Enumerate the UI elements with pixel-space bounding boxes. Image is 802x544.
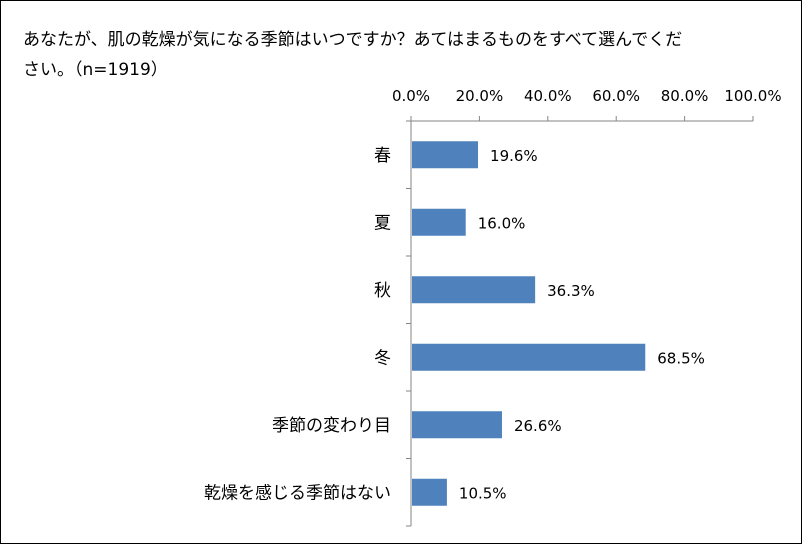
bar xyxy=(412,141,479,169)
label-layer: 0.0% 20.0% 40.0% 60.0% 80.0% 100.0% 春 19.6% 夏 16.… xyxy=(204,87,782,503)
bar xyxy=(412,343,646,371)
bar xyxy=(412,411,502,439)
category-label: 冬 xyxy=(374,348,391,368)
bar xyxy=(412,478,447,506)
bar xyxy=(412,208,466,236)
data-label: 68.5% xyxy=(657,349,705,367)
x-tick-label: 40.0% xyxy=(524,87,572,105)
category-label: 乾燥を感じる季節はない xyxy=(204,483,391,503)
chart-title: あなたが、肌の乾燥が気になる季節はいつですか？あてはまるものをすべて選んでくださ… xyxy=(23,30,683,80)
category-label: 季節の変わり目 xyxy=(272,416,391,436)
category-label: 夏 xyxy=(374,213,391,233)
category-label: 秋 xyxy=(374,281,391,301)
data-label: 19.6% xyxy=(490,147,538,165)
data-label: 16.0% xyxy=(478,214,526,232)
data-label: 26.6% xyxy=(514,417,562,435)
bar xyxy=(412,276,536,304)
x-tick-label: 80.0% xyxy=(661,87,709,105)
data-label: 10.5% xyxy=(459,484,507,502)
x-tick-label: 0.0% xyxy=(392,87,430,105)
category-label: 春 xyxy=(374,146,391,166)
bar-layer xyxy=(412,141,646,506)
x-tick-label: 100.0% xyxy=(724,87,781,105)
axis-layer xyxy=(406,116,754,527)
x-tick-label: 60.0% xyxy=(592,87,640,105)
data-label: 36.3% xyxy=(547,282,595,300)
x-tick-label: 20.0% xyxy=(456,87,504,105)
